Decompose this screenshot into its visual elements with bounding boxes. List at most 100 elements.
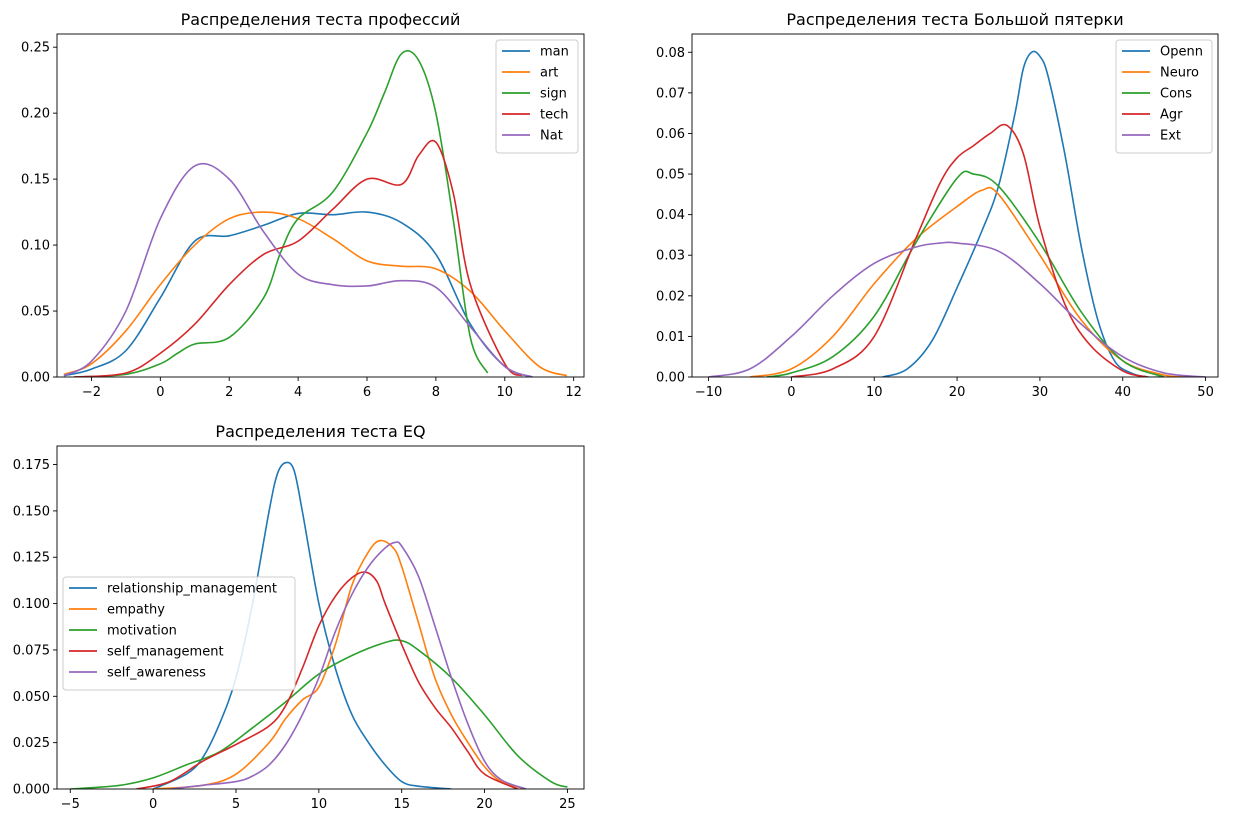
chart-panel-1: Распределения теста профессий −2 0 2 4 6 8 10 12… [21,10,585,400]
x-tick-label: 8 [432,385,440,400]
legend-label: art [540,66,558,81]
y-tick-label: 0.08 [656,46,685,61]
y-tick-label: 0.20 [21,107,50,122]
legend-item-Neuro: Neuro [1122,66,1199,81]
y-tick-label: 0.025 [13,736,50,751]
y-tick-label: 0.03 [656,249,685,264]
legend-item-Ext: Ext [1122,129,1181,144]
legend-item-relationship_management: relationship_management [69,582,277,597]
legend-item-self_awareness: self_awareness [69,666,206,681]
legend-item-Agr: Agr [1122,108,1183,123]
chart-panel-2: Распределения теста Большой пятерки −10 0 1… [656,10,1219,400]
x-tick-label: 25 [559,797,576,812]
x-tick-label: 2 [225,385,233,400]
x-tick-label: 50 [1197,385,1214,400]
x-tick-label: 5 [232,797,240,812]
series-group [708,50,1206,377]
axes-frame [56,445,585,790]
y-tick-label: 0.00 [21,371,50,386]
legend-label: Neuro [1160,66,1199,81]
legend-item-tech: tech [502,108,568,123]
legend-label: Agr [1160,108,1183,123]
y-tick-label: 0.050 [13,690,50,705]
series-line-Agr [791,123,1148,377]
y-tick-label: 0.150 [13,504,50,519]
x-tick-label: 20 [949,385,966,400]
chart-panel-3: Распределения теста EQ −5 0 5 10 15 20 25 0.000 0… [13,422,585,812]
series-line-empathy [153,539,527,789]
y-tick-label: 0.15 [21,173,50,188]
x-tick-label: 0 [156,385,164,400]
legend-item-man: man [502,45,569,60]
x-tick-label: 20 [476,797,493,812]
series-line-self_awareness [169,541,527,789]
legend-label: sign [540,87,567,102]
x-tick-label: 12 [565,385,582,400]
legend-item-sign: sign [502,87,567,102]
series-line-relationship_management [152,461,452,789]
legend-item-self_management: self_management [69,645,224,660]
y-tick-label: 0.000 [13,783,50,798]
y-tick-label: 0.07 [656,86,685,101]
legend-box [1115,39,1213,154]
x-tick-label: 15 [393,797,410,812]
x-tick-label: 0 [787,385,795,400]
series-line-tech [74,139,523,377]
x-tick-label: 0 [149,797,157,812]
x-tick-label: 10 [866,385,883,400]
legend-label: man [540,45,569,60]
legend-label: self_awareness [107,666,206,681]
x-tick-label: 4 [294,385,302,400]
y-tick-label: 0.05 [21,305,50,320]
x-tick-label: 10 [311,797,328,812]
legend-item-motivation: motivation [69,624,177,639]
y-tick-label: 0.10 [21,239,50,254]
series-line-Nat [63,162,533,377]
chart-title: Распределения теста Большой пятерки [786,10,1123,29]
series-line-motivation [70,639,568,789]
x-tick-label: 30 [1032,385,1049,400]
legend: Openn Neuro Cons Agr Ext [1115,39,1213,154]
legend: man art sign tech Nat [495,39,579,154]
series-line-Neuro [749,186,1190,377]
series-line-Ext [708,241,1206,377]
legend-label: self_management [107,645,224,660]
legend-label: relationship_management [107,582,277,597]
x-tick-label: 10 [497,385,514,400]
legend-label: tech [540,108,568,123]
legend-label: Openn [1160,45,1203,60]
x-tick-label: 6 [363,385,371,400]
x-tick-label: −2 [82,385,101,400]
series-line-Openn [882,50,1165,377]
series-line-self_management [136,571,519,789]
y-tick-label: 0.05 [656,168,685,183]
y-tick-label: 0.125 [13,551,50,566]
legend-label: Cons [1160,87,1192,102]
chart-title: Распределения теста EQ [215,422,425,441]
axes-frame [691,33,1219,378]
y-tick-label: 0.02 [656,289,685,304]
legend-label: Ext [1160,129,1181,144]
y-tick-label: 0.06 [656,127,685,142]
legend-item-art: art [502,66,558,81]
legend-box [495,39,579,154]
axes-frame [56,33,585,378]
series-group [70,461,568,789]
y-tick-label: 0.04 [656,208,685,223]
legend-item-Openn: Openn [1122,45,1203,60]
legend-item-Nat: Nat [502,129,563,144]
chart-title: Распределения теста профессий [181,10,461,29]
legend-label: empathy [107,603,165,618]
series-line-Cons [766,170,1165,377]
x-tick-label: 40 [1114,385,1131,400]
series-line-man [63,211,533,377]
x-tick-label: −5 [61,797,80,812]
legend-item-Cons: Cons [1122,87,1192,102]
series-group [63,50,568,377]
y-tick-label: 0.175 [13,458,50,473]
x-tick-label: −10 [695,385,722,400]
y-tick-label: 0.075 [13,643,50,658]
y-tick-label: 0.01 [656,330,685,345]
